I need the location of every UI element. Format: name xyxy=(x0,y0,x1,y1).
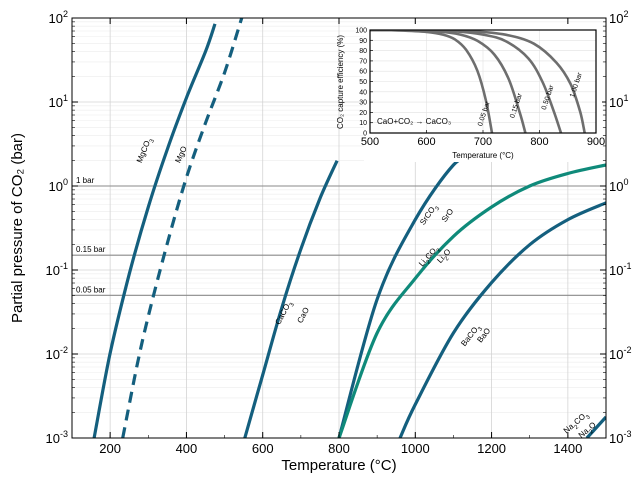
equilibrium-curve-1 xyxy=(121,18,244,438)
y-tick-label: 101 xyxy=(49,93,68,110)
inset-chart: 0.05 bar 0.15 bar 0.50 bar 1.00 bar 0102030… xyxy=(336,24,605,162)
inset-y-tick-label: 0 xyxy=(363,131,367,138)
reference-lines: 1 bar 0.15 bar 0.05 bar xyxy=(72,176,606,296)
x-tick-label: 1200 xyxy=(477,441,506,456)
inset-y-axis-title: CO₂ capture efficiency (%) xyxy=(336,35,345,129)
inset-y-tick-label: 40 xyxy=(359,89,367,96)
reference-line-label: 1 bar xyxy=(76,176,95,185)
y-tick-label: 10-2 xyxy=(46,345,68,362)
curve-label: Li2O xyxy=(435,247,454,267)
inset-y-tick-label: 90 xyxy=(359,38,367,45)
y-tick-label: 102 xyxy=(49,9,68,26)
inset-x-tick-label: 800 xyxy=(530,136,548,148)
inset-x-axis-title: Temperature (°C) xyxy=(452,151,514,160)
inset-annotation: CaO+CO₂ → CaCO₃ xyxy=(377,117,451,126)
curve-label: CaO xyxy=(295,306,311,325)
curve-label: SrO xyxy=(440,207,456,224)
main-x-axis-title: Temperature (°C) xyxy=(281,457,396,474)
inset-y-tick-label: 30 xyxy=(359,100,367,107)
y-tick-label: 10-3 xyxy=(609,429,631,446)
x-tick-label: 200 xyxy=(99,441,121,456)
inset-y-tick-label: 20 xyxy=(359,110,367,117)
inset-y-tick-label: 70 xyxy=(359,58,367,65)
y-tick-label: 102 xyxy=(609,9,628,26)
main-y-axis-title: Partial pressure of CO₂ (bar) xyxy=(9,133,26,323)
y-tick-label: 10-1 xyxy=(609,261,631,278)
equilibrium-curve-0 xyxy=(92,23,217,438)
x-tick-label: 600 xyxy=(252,441,274,456)
equilibrium-curve-3 xyxy=(337,155,474,438)
y-tick-label: 10-3 xyxy=(46,429,68,446)
equilibrium-curve-6 xyxy=(585,415,606,438)
equilibrium-curve-2 xyxy=(243,160,339,438)
x-tick-label: 1000 xyxy=(401,441,430,456)
y-tick-label: 10-2 xyxy=(609,345,631,362)
inset-y-tick-label: 10 xyxy=(359,120,367,127)
inset-x-tick-label: 600 xyxy=(417,136,435,148)
inset-ticks: 0 10 20 30 40 50 60 70 80 90 100 500 600 700 800 900 xyxy=(355,28,605,149)
x-tick-label: 800 xyxy=(328,441,350,456)
y-tick-label: 10-1 xyxy=(46,261,68,278)
inset-x-tick-label: 500 xyxy=(361,136,379,148)
y-tick-label: 100 xyxy=(49,177,68,194)
inset-y-tick-label: 50 xyxy=(359,79,367,86)
equilibrium-curve-5 xyxy=(398,201,606,438)
inset-y-tick-label: 80 xyxy=(359,48,367,55)
y-tick-label: 100 xyxy=(609,177,628,194)
x-tick-label: 1400 xyxy=(553,441,582,456)
reference-line-label: 0.15 bar xyxy=(76,245,106,254)
reference-line-label: 0.05 bar xyxy=(76,285,106,294)
inset-x-tick-label: 900 xyxy=(587,136,605,148)
inset-y-tick-label: 100 xyxy=(355,28,367,35)
y-tick-label: 101 xyxy=(609,93,628,110)
x-tick-label: 400 xyxy=(176,441,198,456)
curve-label: CaCO3 xyxy=(273,299,296,328)
inset-y-tick-label: 60 xyxy=(359,69,367,76)
equilibrium-curve-4 xyxy=(337,163,606,438)
inset-x-tick-label: 700 xyxy=(474,136,492,148)
